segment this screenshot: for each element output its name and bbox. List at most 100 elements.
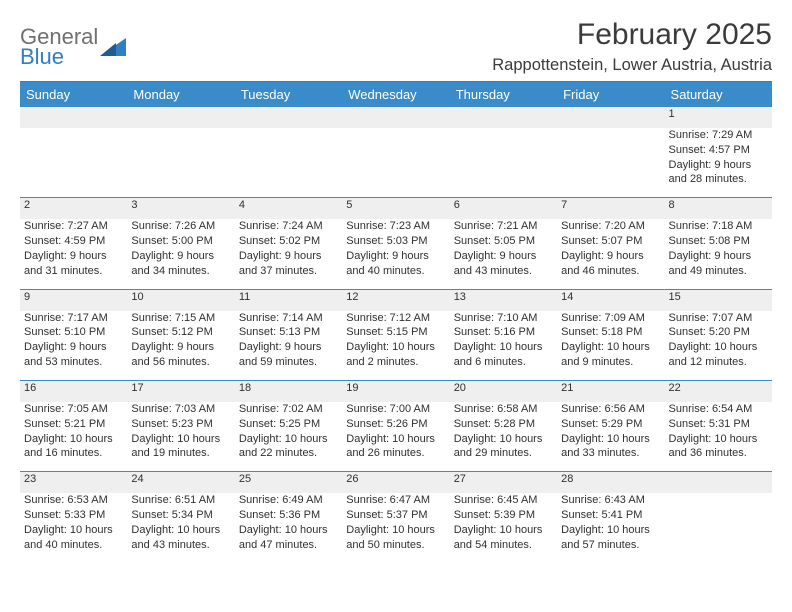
sunset-text: Sunset: 5:15 PM [346,325,445,340]
day-cell: Sunrise: 7:26 AMSunset: 5:00 PMDaylight:… [127,219,234,289]
dl1-text: Daylight: 9 hours [239,340,338,355]
dl2-text: and 33 minutes. [561,446,660,461]
sunset-text: Sunset: 4:59 PM [24,234,123,249]
day-number: 23 [20,472,127,493]
sunrise-text: Sunrise: 7:21 AM [454,219,553,234]
day-number: 21 [557,381,664,402]
info-row: Sunrise: 7:17 AMSunset: 5:10 PMDaylight:… [20,311,772,381]
sunrise-text: Sunrise: 7:23 AM [346,219,445,234]
dl1-text: Daylight: 9 hours [131,340,230,355]
dl2-text: and 49 minutes. [669,264,768,279]
sunset-text: Sunset: 5:12 PM [131,325,230,340]
day-number: 13 [450,289,557,310]
dl2-text: and 50 minutes. [346,538,445,553]
day-number [342,107,449,128]
info-row: Sunrise: 7:29 AMSunset: 4:57 PMDaylight:… [20,128,772,198]
logo-word2: Blue [20,46,98,68]
day-number: 8 [665,198,772,219]
dl1-text: Daylight: 9 hours [24,340,123,355]
day-number: 1 [665,107,772,128]
day-cell: Sunrise: 7:02 AMSunset: 5:25 PMDaylight:… [235,402,342,472]
calendar-page: General Blue February 2025 Rappottenstei… [0,0,792,573]
dl1-text: Daylight: 9 hours [24,249,123,264]
day-cell [665,493,772,563]
dl1-text: Daylight: 10 hours [454,523,553,538]
day-cell: Sunrise: 7:18 AMSunset: 5:08 PMDaylight:… [665,219,772,289]
day-number: 2 [20,198,127,219]
day-number: 26 [342,472,449,493]
sunset-text: Sunset: 5:20 PM [669,325,768,340]
dow-wednesday: Wednesday [342,82,449,107]
dl1-text: Daylight: 10 hours [561,523,660,538]
daynum-row: 232425262728 [20,472,772,493]
dl1-text: Daylight: 10 hours [346,432,445,447]
day-cell: Sunrise: 6:43 AMSunset: 5:41 PMDaylight:… [557,493,664,563]
dl2-text: and 57 minutes. [561,538,660,553]
dow-monday: Monday [127,82,234,107]
dl1-text: Daylight: 9 hours [346,249,445,264]
sunrise-text: Sunrise: 7:00 AM [346,402,445,417]
sunset-text: Sunset: 5:31 PM [669,417,768,432]
sunrise-text: Sunrise: 7:10 AM [454,311,553,326]
day-cell [127,128,234,198]
sunset-text: Sunset: 5:26 PM [346,417,445,432]
dl2-text: and 53 minutes. [24,355,123,370]
dl1-text: Daylight: 9 hours [454,249,553,264]
sunset-text: Sunset: 5:05 PM [454,234,553,249]
dl2-text: and 2 minutes. [346,355,445,370]
day-cell: Sunrise: 6:54 AMSunset: 5:31 PMDaylight:… [665,402,772,472]
info-row: Sunrise: 6:53 AMSunset: 5:33 PMDaylight:… [20,493,772,563]
dl2-text: and 46 minutes. [561,264,660,279]
dl1-text: Daylight: 10 hours [454,340,553,355]
sunrise-text: Sunrise: 6:51 AM [131,493,230,508]
day-cell: Sunrise: 7:09 AMSunset: 5:18 PMDaylight:… [557,311,664,381]
dl2-text: and 37 minutes. [239,264,338,279]
sunset-text: Sunset: 5:37 PM [346,508,445,523]
location: Rappottenstein, Lower Austria, Austria [492,56,772,75]
dl1-text: Daylight: 10 hours [239,523,338,538]
calendar-body: 1Sunrise: 7:29 AMSunset: 4:57 PMDaylight… [20,107,772,563]
sunset-text: Sunset: 5:29 PM [561,417,660,432]
dl2-text: and 16 minutes. [24,446,123,461]
title-block: February 2025 Rappottenstein, Lower Aust… [492,18,772,75]
sunset-text: Sunset: 4:57 PM [669,143,768,158]
dl1-text: Daylight: 10 hours [239,432,338,447]
dl2-text: and 59 minutes. [239,355,338,370]
dow-saturday: Saturday [665,82,772,107]
day-number: 27 [450,472,557,493]
dl1-text: Daylight: 9 hours [669,158,768,173]
dl1-text: Daylight: 10 hours [24,432,123,447]
day-number: 24 [127,472,234,493]
dl1-text: Daylight: 10 hours [346,523,445,538]
sunrise-text: Sunrise: 6:54 AM [669,402,768,417]
sunrise-text: Sunrise: 7:20 AM [561,219,660,234]
day-cell: Sunrise: 7:00 AMSunset: 5:26 PMDaylight:… [342,402,449,472]
sunrise-text: Sunrise: 7:05 AM [24,402,123,417]
sunset-text: Sunset: 5:10 PM [24,325,123,340]
sunrise-text: Sunrise: 7:12 AM [346,311,445,326]
day-cell: Sunrise: 6:49 AMSunset: 5:36 PMDaylight:… [235,493,342,563]
day-number: 14 [557,289,664,310]
sunset-text: Sunset: 5:36 PM [239,508,338,523]
day-number: 18 [235,381,342,402]
day-number: 17 [127,381,234,402]
day-number: 22 [665,381,772,402]
sunset-text: Sunset: 5:16 PM [454,325,553,340]
daynum-row: 16171819202122 [20,381,772,402]
sunrise-text: Sunrise: 6:58 AM [454,402,553,417]
day-number: 25 [235,472,342,493]
day-number: 3 [127,198,234,219]
day-cell [450,128,557,198]
sunrise-text: Sunrise: 7:26 AM [131,219,230,234]
day-number: 5 [342,198,449,219]
sunset-text: Sunset: 5:03 PM [346,234,445,249]
dl1-text: Daylight: 10 hours [669,432,768,447]
daynum-row: 2345678 [20,198,772,219]
day-cell: Sunrise: 7:21 AMSunset: 5:05 PMDaylight:… [450,219,557,289]
day-cell: Sunrise: 7:03 AMSunset: 5:23 PMDaylight:… [127,402,234,472]
daynum-row: 1 [20,107,772,128]
day-cell: Sunrise: 7:12 AMSunset: 5:15 PMDaylight:… [342,311,449,381]
day-cell: Sunrise: 7:20 AMSunset: 5:07 PMDaylight:… [557,219,664,289]
day-cell: Sunrise: 6:58 AMSunset: 5:28 PMDaylight:… [450,402,557,472]
day-number [557,107,664,128]
